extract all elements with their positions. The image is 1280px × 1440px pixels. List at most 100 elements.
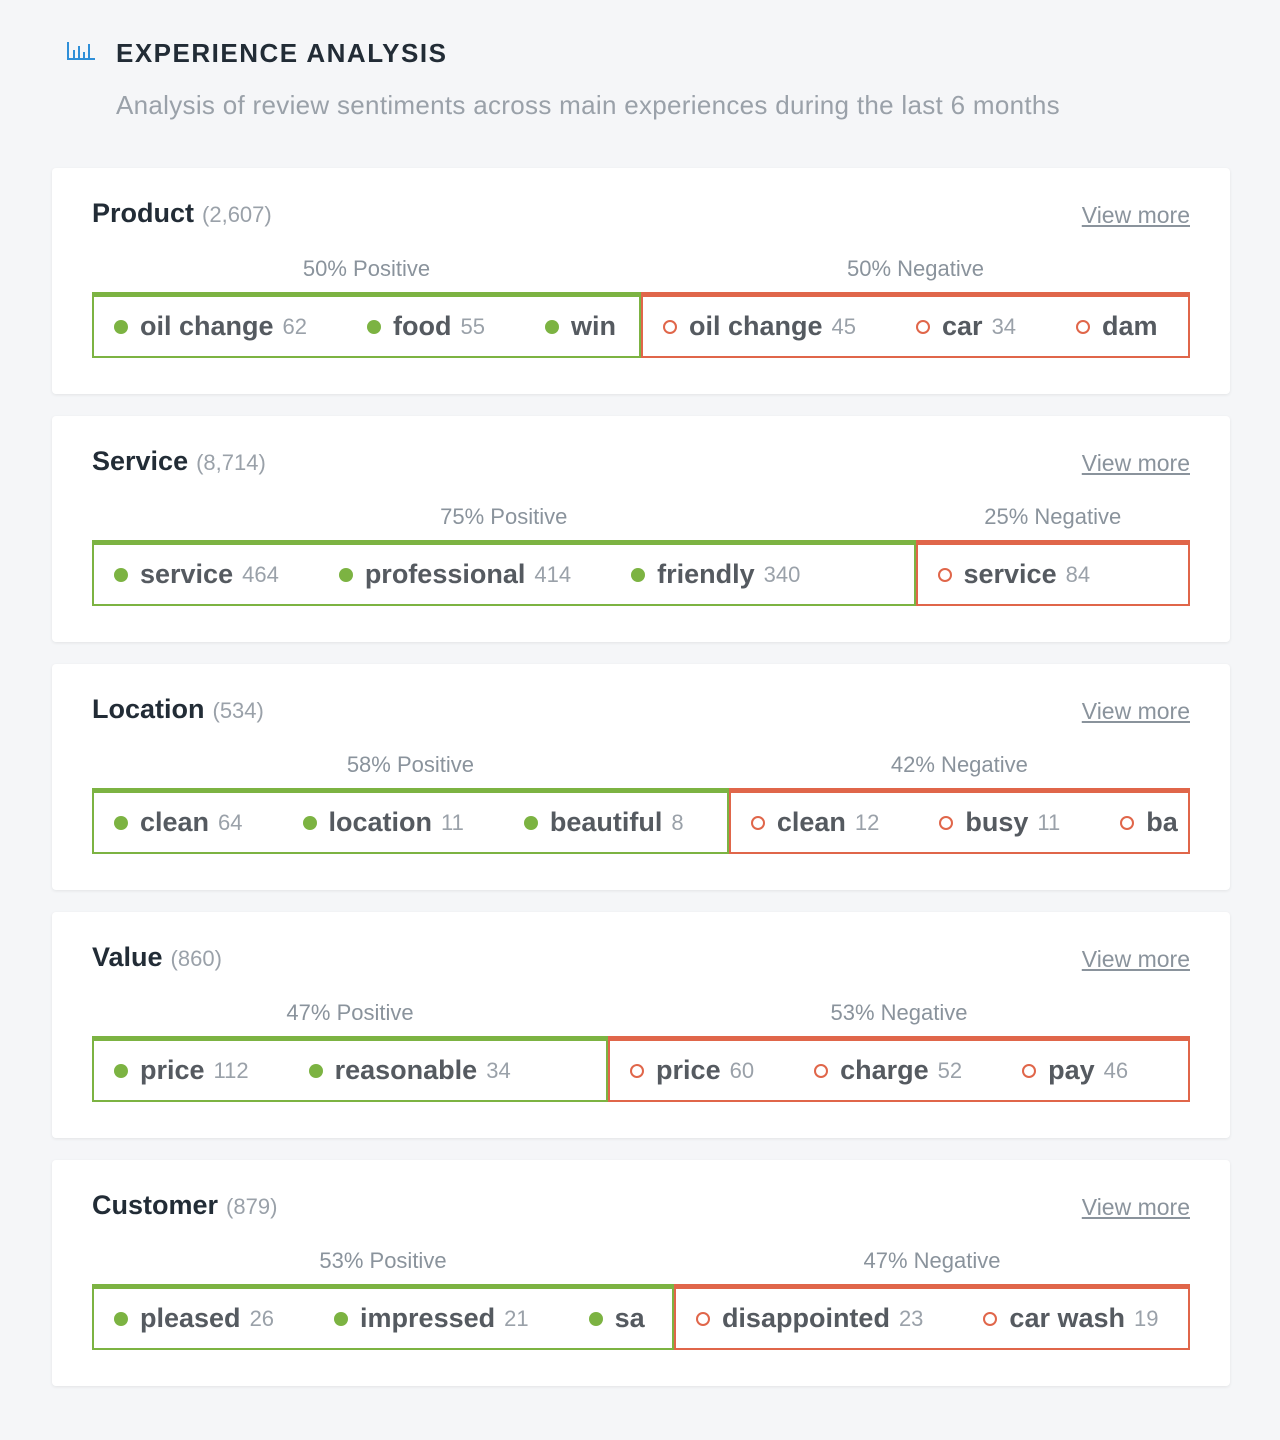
tag-term: price [140,1055,205,1085]
card-title: Customer (879) [92,1190,277,1221]
tag-term: busy [965,807,1029,837]
tag-count: 11 [1037,809,1061,835]
negative-dot [750,815,765,830]
card-name: Value [92,942,163,972]
negative-segment: disappointed 23 car wash 19 [673,1284,1190,1350]
tag-count: 60 [729,1057,755,1083]
tag-term: car [942,311,983,341]
view-more-link[interactable]: View more [1081,450,1190,476]
negative-share-label: 47% Negative [863,1248,1001,1273]
share-labels: 53% Positive 47% Negative [92,1248,1190,1274]
share-labels: 50% Positive 50% Negative [92,256,1190,282]
positive-tag: win [544,311,616,342]
sentiment-bar: pleased 26 impressed 21 sa disappointed 23 car … [92,1284,1190,1350]
negative-tag: price 60 [630,1055,754,1086]
negative-tag: oil change 45 [663,311,856,342]
tag-count: 26 [249,1305,275,1331]
positive-segment: service 464 professional 414 friendly 340 [92,540,916,606]
negative-share-label: 42% Negative [890,752,1028,777]
card-title: Location (534) [92,694,264,725]
positive-tag: service 464 [114,559,279,590]
view-more-link[interactable]: View more [1081,1194,1190,1220]
share-labels: 75% Positive 25% Negative [92,504,1190,530]
negative-dot [916,319,931,334]
positive-dot [544,319,559,334]
tag-term: service [963,559,1057,589]
page-subtitle: Analysis of review sentiments across mai… [116,90,1060,120]
tag-term: dam [1102,311,1158,341]
positive-share-label: 75% Positive [440,504,568,529]
tag-count: 21 [504,1305,529,1331]
negative-share-label: 50% Negative [847,256,984,281]
negative-tag: disappointed 23 [695,1303,923,1334]
tag-count: 45 [831,313,857,339]
sentiment-bar: service 464 professional 414 friendly 340 serv… [92,540,1190,606]
sentiment-bar: clean 64 location 11 beautiful 8 clean 12 busy 11… [92,788,1190,854]
experience-card: Value (860) View more 47% Positive 53% Negat… [52,912,1230,1138]
card-name: Service [92,446,189,476]
negative-tag: service 84 [937,559,1090,590]
card-name: Customer [92,1190,219,1220]
tag-term: friendly [657,559,755,589]
experience-card: Product (2,607) View more 50% Positive 50% N… [52,168,1230,394]
tag-count: 46 [1103,1057,1129,1083]
positive-tag: oil change 62 [114,311,307,342]
tag-term: professional [364,559,526,589]
header: EXPERIENCE ANALYSIS Analysis of review s… [0,0,1280,150]
experience-card: Service (8,714) View more 75% Positive 25% N… [52,416,1230,642]
negative-dot [814,1063,829,1078]
negative-tag: car 34 [916,311,1016,342]
positive-tag: location 11 [302,807,464,838]
tag-term: location [328,807,433,837]
positive-tag: food 55 [367,311,485,342]
tag-count: 12 [854,809,880,835]
negative-tag: busy 11 [939,807,1060,838]
tag-term: win [570,311,616,341]
tag-term: service [140,559,234,589]
positive-tag: friendly 340 [631,559,800,590]
tag-count: 112 [213,1057,249,1083]
tag-count: 62 [282,313,308,339]
tag-term: ba [1146,807,1178,837]
card-count: (534) [212,698,264,723]
card-title: Service (8,714) [92,446,266,477]
page-title: EXPERIENCE ANALYSIS [116,38,448,68]
negative-dot [663,319,677,334]
tag-count: 19 [1134,1305,1159,1331]
tag-term: beautiful [549,807,663,837]
view-more-link[interactable]: View more [1081,698,1190,724]
view-more-link[interactable]: View more [1081,202,1190,228]
card-name: Location [92,694,205,724]
negative-dot [630,1063,645,1078]
negative-share-label: 53% Negative [830,1000,968,1025]
negative-segment: price 60 charge 52 pay 46 [608,1036,1190,1102]
share-labels: 58% Positive 42% Negative [92,752,1190,778]
tag-term: oil change [689,311,823,341]
positive-tag: clean 64 [114,807,243,838]
tag-count: 8 [671,809,684,835]
positive-share-label: 53% Positive [319,1248,447,1273]
positive-share-label: 58% Positive [346,752,474,777]
negative-segment: oil change 45 car 34 dam [641,292,1190,358]
tag-term: charge [840,1055,929,1085]
positive-dot [114,567,128,582]
negative-dot [1022,1063,1037,1078]
positive-tag: impressed 21 [334,1303,529,1334]
tag-term: clean [776,807,846,837]
positive-dot [114,319,128,334]
positive-tag: pleased 26 [114,1303,274,1334]
card-count: (860) [170,946,222,971]
positive-dot [114,1311,128,1326]
view-more-link[interactable]: View more [1081,946,1190,972]
tag-term: oil change [140,311,274,341]
negative-dot [1076,319,1091,334]
share-labels: 47% Positive 53% Negative [92,1000,1190,1026]
positive-share-label: 47% Positive [286,1000,414,1025]
tag-count: 52 [937,1057,963,1083]
tag-term: price [656,1055,721,1085]
negative-dot [695,1311,710,1326]
positive-dot [114,1063,128,1078]
card-title: Product (2,607) [92,198,272,229]
tag-count: 340 [763,561,801,587]
tag-term: car wash [1009,1303,1125,1333]
